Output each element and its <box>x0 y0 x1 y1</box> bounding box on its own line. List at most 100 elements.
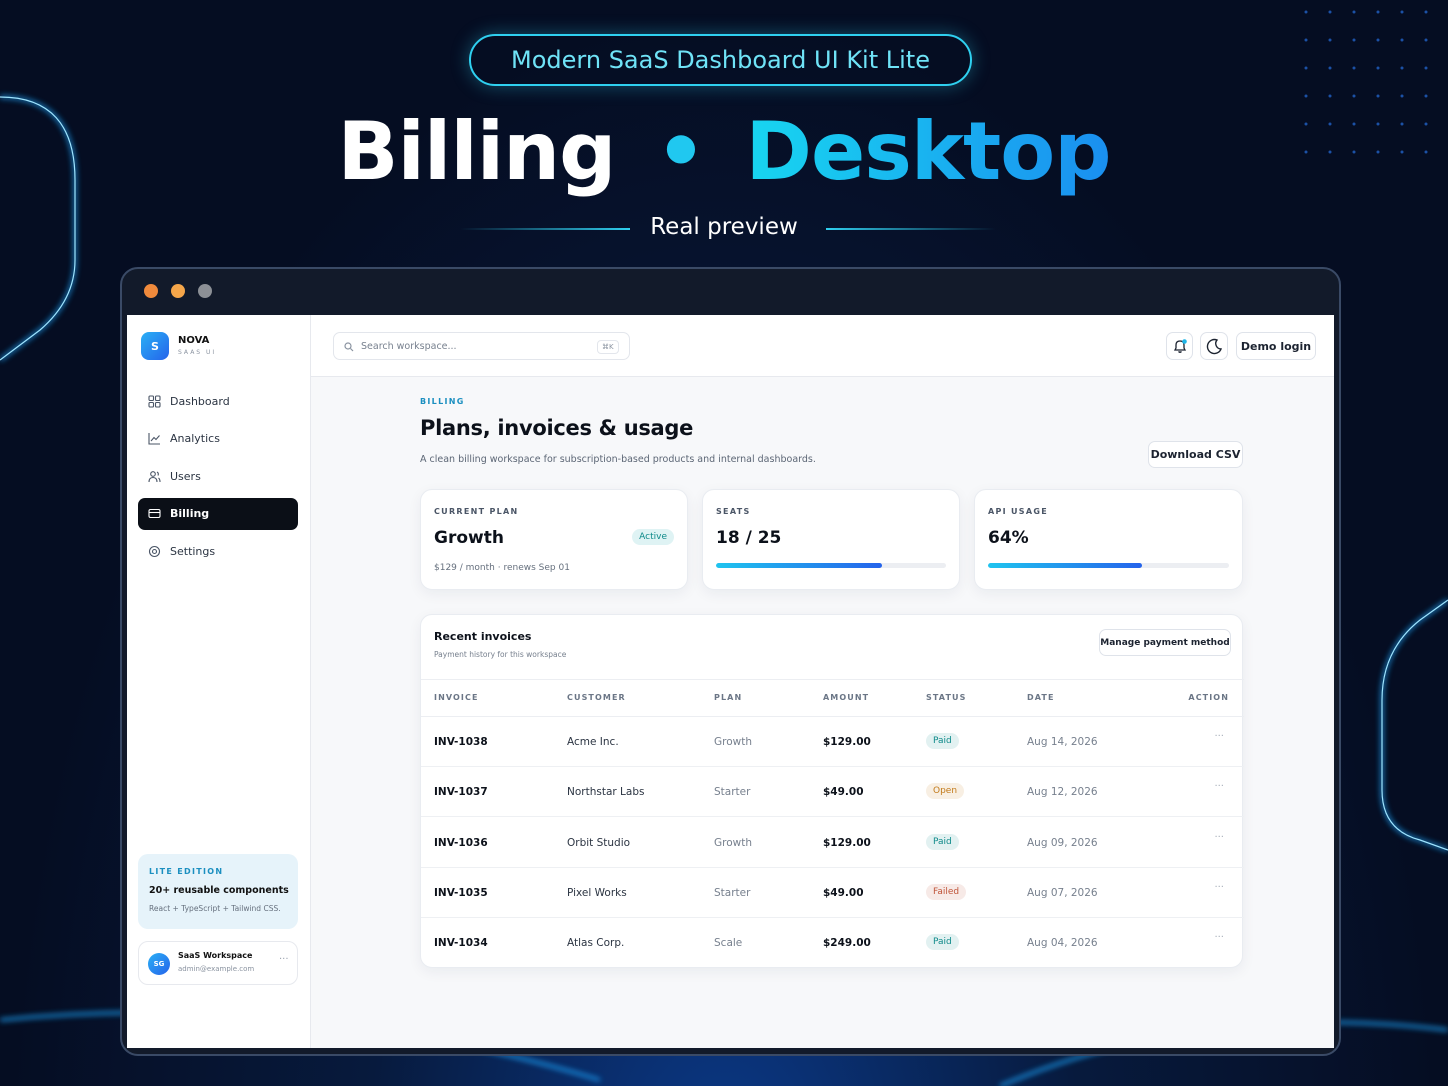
cell-customer: Atlas Corp. <box>567 937 625 950</box>
nav-item[interactable]: Billing <box>138 497 298 530</box>
logo: S <box>141 332 169 360</box>
moon-icon <box>1206 338 1222 355</box>
progress-bar <box>988 563 1143 568</box>
notifications-button[interactable] <box>1166 332 1193 360</box>
eyebrow: BILLING <box>420 397 465 406</box>
column-header: STATUS <box>926 693 967 702</box>
invoice-row: INV-1037 Northstar Labs Starter $49.00 Open A… <box>421 767 1244 818</box>
nav-icon <box>148 433 160 445</box>
cell-amount: $129.00 <box>823 736 871 748</box>
progress-bar <box>716 563 882 568</box>
status-badge: Paid <box>926 733 959 749</box>
divider-line <box>826 228 996 230</box>
cell-plan: Growth <box>714 836 753 849</box>
invoice-row: INV-1038 Acme Inc. Growth $129.00 Paid Aug 14… <box>421 717 1244 767</box>
search-placeholder: Search workspace... <box>361 341 457 352</box>
divider-line <box>460 228 630 230</box>
brand: NOVA <box>178 335 210 346</box>
cell-invoice: INV-1037 <box>434 786 488 799</box>
app: S NOVA SAAS UI LITE EDITION 20+ reusable… <box>127 315 1334 1048</box>
cell-amount: $129.00 <box>823 836 871 849</box>
nav-label: Analytics <box>170 432 220 445</box>
invoice-row: INV-1034 Atlas Corp. Scale $249.00 Paid Aug 0… <box>421 918 1244 968</box>
nav-label: Dashboard <box>170 394 230 408</box>
demo-login-button[interactable]: Demo login <box>1236 332 1316 360</box>
download-csv-button[interactable]: Download CSV <box>1148 441 1243 468</box>
nav-item[interactable]: Analytics <box>138 423 298 455</box>
manage-payment-button[interactable]: Manage payment method <box>1099 629 1231 656</box>
row-action[interactable]: ··· <box>1214 881 1224 893</box>
invoices-title: Recent invoices <box>434 630 532 643</box>
title-left: Billing <box>337 105 617 198</box>
cell-date: Aug 12, 2026 <box>1027 786 1098 799</box>
nav-label: Users <box>170 469 201 483</box>
status-badge: Paid <box>926 934 959 951</box>
card-note: $129 / month · renews Sep 01 <box>434 563 570 573</box>
card-label: API USAGE <box>988 507 1048 516</box>
hero-title: Billing • Desktop <box>0 105 1448 198</box>
cell-date: Aug 14, 2026 <box>1027 736 1098 748</box>
cell-plan: Scale <box>714 937 743 950</box>
status-badge: Active <box>632 529 674 545</box>
row-action[interactable]: ··· <box>1214 781 1224 793</box>
stat-card: SEATS 18 / 25 <box>702 489 960 590</box>
column-header: AMOUNT <box>823 693 870 702</box>
card-label: CURRENT PLAN <box>434 507 519 516</box>
workspace-avatar: SG <box>148 953 170 975</box>
nav-icon <box>148 508 161 519</box>
search-shortcut: ⌘K <box>597 340 619 354</box>
promo-label: LITE EDITION <box>149 867 224 876</box>
nav-icon <box>148 545 161 557</box>
nav-icon <box>148 394 161 408</box>
promo: LITE EDITION 20+ reusable components Rea… <box>138 854 298 929</box>
cell-customer: Orbit Studio <box>567 836 631 849</box>
cell-amount: $249.00 <box>823 937 871 950</box>
cell-amount: $49.00 <box>823 786 864 799</box>
cell-invoice: INV-1038 <box>434 736 488 748</box>
promo-text: React + TypeScript + Tailwind CSS. <box>149 904 281 913</box>
row-action[interactable]: ··· <box>1214 932 1224 944</box>
nav-item[interactable]: Users <box>138 460 298 492</box>
workspace-name: SaaS Workspace <box>178 951 253 960</box>
invoices-subtitle: Payment history for this workspace <box>434 650 567 659</box>
cell-customer: Northstar Labs <box>567 786 645 799</box>
cell-invoice: INV-1034 <box>434 937 488 950</box>
sidebar: S NOVA SAAS UI LITE EDITION 20+ reusable… <box>127 315 311 1048</box>
invoice-row: INV-1035 Pixel Works Starter $49.00 Failed Au… <box>421 868 1244 918</box>
column-header: ACTION <box>1188 693 1229 702</box>
search-icon <box>344 342 354 352</box>
status-badge: Failed <box>926 883 967 900</box>
invoice-row: INV-1036 Orbit Studio Growth $129.00 Paid Aug… <box>421 818 1244 868</box>
window-dot <box>198 284 212 298</box>
promo-title: 20+ reusable components <box>149 885 289 896</box>
cell-customer: Acme Inc. <box>567 736 619 748</box>
cell-plan: Starter <box>714 786 751 799</box>
card-value: Growth <box>434 528 504 548</box>
column-header: INVOICE <box>434 693 479 702</box>
workspace-email: admin@example.com <box>178 965 255 973</box>
card-value: 64% <box>988 528 1029 548</box>
workspace[interactable]: SG SaaS Workspace admin@example.com ··· <box>138 941 298 985</box>
progress-track <box>988 563 1229 568</box>
theme-button[interactable] <box>1200 332 1228 360</box>
cell-customer: Pixel Works <box>567 886 627 899</box>
search[interactable]: Search workspace... ⌘K <box>333 332 630 360</box>
bell-icon <box>1173 339 1187 353</box>
topbar: Search workspace... ⌘K Demo login <box>311 315 1334 377</box>
cell-amount: $49.00 <box>823 886 864 899</box>
page-title: Plans, invoices & usage <box>420 416 694 440</box>
page-description: A clean billing workspace for subscripti… <box>420 454 816 465</box>
title-right: Desktop <box>745 105 1112 198</box>
column-header: DATE <box>1027 693 1055 702</box>
status-badge: Open <box>926 783 965 800</box>
nav-item[interactable]: Dashboard <box>138 385 298 417</box>
stat-card: API USAGE 64% <box>974 489 1243 590</box>
nav-item[interactable]: Settings <box>138 535 298 567</box>
kit-badge: Modern SaaS Dashboard UI Kit Lite <box>469 34 972 86</box>
row-action[interactable]: ··· <box>1214 731 1224 742</box>
cell-plan: Growth <box>714 736 753 748</box>
nav-label: Settings <box>170 544 216 558</box>
row-action[interactable]: ··· <box>1214 831 1224 843</box>
badge-text: Modern SaaS Dashboard UI Kit Lite <box>511 46 930 74</box>
